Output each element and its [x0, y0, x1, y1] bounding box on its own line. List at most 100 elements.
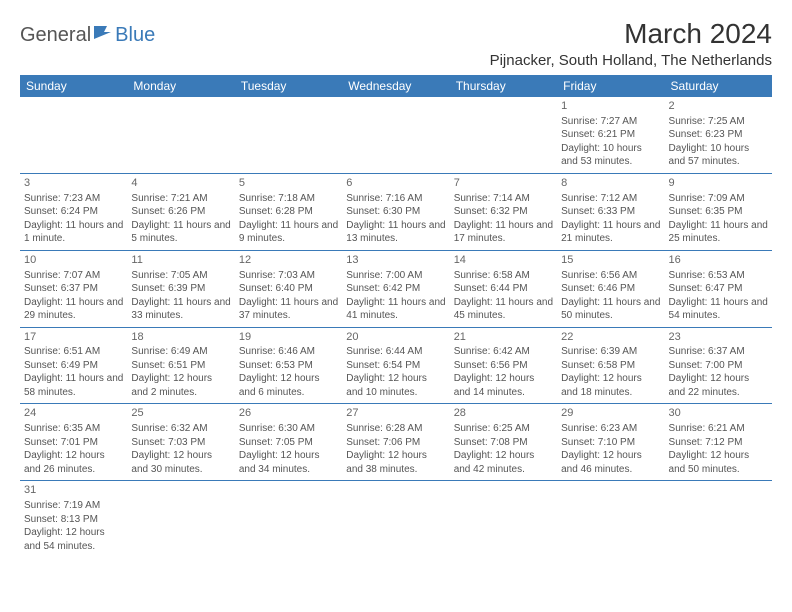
day-sunrise: Sunrise: 7:19 AM [24, 499, 123, 513]
calendar-day-cell: 21Sunrise: 6:42 AMSunset: 6:56 PMDayligh… [450, 327, 557, 404]
day-sunrise: Sunrise: 6:21 AM [669, 422, 768, 436]
day-sunset: Sunset: 6:46 PM [561, 282, 660, 296]
day-daylight: Daylight: 11 hours and 50 minutes. [561, 296, 660, 323]
calendar-day-cell: 16Sunrise: 6:53 AMSunset: 6:47 PMDayligh… [665, 250, 772, 327]
calendar-day-cell: 24Sunrise: 6:35 AMSunset: 7:01 PMDayligh… [20, 404, 127, 481]
day-daylight: Daylight: 10 hours and 53 minutes. [561, 142, 660, 169]
header: General Blue March 2024 Pijnacker, South… [20, 18, 772, 69]
day-sunrise: Sunrise: 6:39 AM [561, 345, 660, 359]
calendar-day-cell: 13Sunrise: 7:00 AMSunset: 6:42 PMDayligh… [342, 250, 449, 327]
day-number: 3 [24, 176, 123, 191]
day-number: 4 [131, 176, 230, 191]
calendar-day-cell: 3Sunrise: 7:23 AMSunset: 6:24 PMDaylight… [20, 173, 127, 250]
day-number: 5 [239, 176, 338, 191]
calendar-day-cell: 10Sunrise: 7:07 AMSunset: 6:37 PMDayligh… [20, 250, 127, 327]
calendar-day-cell: 20Sunrise: 6:44 AMSunset: 6:54 PMDayligh… [342, 327, 449, 404]
day-sunset: Sunset: 6:54 PM [346, 359, 445, 373]
day-daylight: Daylight: 12 hours and 42 minutes. [454, 449, 553, 476]
day-sunset: Sunset: 6:30 PM [346, 205, 445, 219]
calendar-week-row: 3Sunrise: 7:23 AMSunset: 6:24 PMDaylight… [20, 173, 772, 250]
day-daylight: Daylight: 12 hours and 26 minutes. [24, 449, 123, 476]
day-sunset: Sunset: 6:42 PM [346, 282, 445, 296]
weekday-header: Friday [557, 75, 664, 97]
calendar-day-cell: 18Sunrise: 6:49 AMSunset: 6:51 PMDayligh… [127, 327, 234, 404]
day-number: 6 [346, 176, 445, 191]
day-sunrise: Sunrise: 6:53 AM [669, 269, 768, 283]
day-sunset: Sunset: 6:26 PM [131, 205, 230, 219]
calendar-day-cell [127, 481, 234, 557]
calendar-day-cell: 28Sunrise: 6:25 AMSunset: 7:08 PMDayligh… [450, 404, 557, 481]
day-number: 26 [239, 406, 338, 421]
day-number: 27 [346, 406, 445, 421]
day-number: 28 [454, 406, 553, 421]
day-sunset: Sunset: 7:05 PM [239, 436, 338, 450]
day-sunrise: Sunrise: 7:16 AM [346, 192, 445, 206]
day-number: 17 [24, 330, 123, 345]
calendar-day-cell: 5Sunrise: 7:18 AMSunset: 6:28 PMDaylight… [235, 173, 342, 250]
day-daylight: Daylight: 12 hours and 22 minutes. [669, 372, 768, 399]
day-number: 13 [346, 253, 445, 268]
day-daylight: Daylight: 12 hours and 50 minutes. [669, 449, 768, 476]
calendar-day-cell: 30Sunrise: 6:21 AMSunset: 7:12 PMDayligh… [665, 404, 772, 481]
day-sunset: Sunset: 6:32 PM [454, 205, 553, 219]
day-number: 22 [561, 330, 660, 345]
day-sunrise: Sunrise: 7:18 AM [239, 192, 338, 206]
calendar-week-row: 17Sunrise: 6:51 AMSunset: 6:49 PMDayligh… [20, 327, 772, 404]
day-sunset: Sunset: 8:13 PM [24, 513, 123, 527]
day-sunset: Sunset: 6:51 PM [131, 359, 230, 373]
day-sunrise: Sunrise: 6:37 AM [669, 345, 768, 359]
day-daylight: Daylight: 12 hours and 34 minutes. [239, 449, 338, 476]
day-sunset: Sunset: 6:23 PM [669, 128, 768, 142]
calendar-day-cell: 12Sunrise: 7:03 AMSunset: 6:40 PMDayligh… [235, 250, 342, 327]
day-sunset: Sunset: 6:49 PM [24, 359, 123, 373]
calendar-day-cell: 9Sunrise: 7:09 AMSunset: 6:35 PMDaylight… [665, 173, 772, 250]
calendar-day-cell [557, 481, 664, 557]
day-sunset: Sunset: 7:08 PM [454, 436, 553, 450]
day-sunset: Sunset: 6:28 PM [239, 205, 338, 219]
location: Pijnacker, South Holland, The Netherland… [490, 52, 772, 69]
day-sunset: Sunset: 6:44 PM [454, 282, 553, 296]
calendar-week-row: 31Sunrise: 7:19 AMSunset: 8:13 PMDayligh… [20, 481, 772, 557]
weekday-header: Thursday [450, 75, 557, 97]
day-number: 9 [669, 176, 768, 191]
weekday-header: Saturday [665, 75, 772, 97]
day-number: 19 [239, 330, 338, 345]
day-daylight: Daylight: 11 hours and 45 minutes. [454, 296, 553, 323]
day-number: 1 [561, 99, 660, 114]
day-number: 14 [454, 253, 553, 268]
day-number: 2 [669, 99, 768, 114]
calendar-day-cell: 14Sunrise: 6:58 AMSunset: 6:44 PMDayligh… [450, 250, 557, 327]
day-daylight: Daylight: 11 hours and 17 minutes. [454, 219, 553, 246]
day-sunset: Sunset: 6:53 PM [239, 359, 338, 373]
day-sunrise: Sunrise: 6:23 AM [561, 422, 660, 436]
calendar-day-cell: 1Sunrise: 7:27 AMSunset: 6:21 PMDaylight… [557, 97, 664, 173]
day-number: 20 [346, 330, 445, 345]
day-sunrise: Sunrise: 6:28 AM [346, 422, 445, 436]
day-number: 29 [561, 406, 660, 421]
logo-text-general: General [20, 24, 91, 47]
day-sunrise: Sunrise: 7:09 AM [669, 192, 768, 206]
day-number: 10 [24, 253, 123, 268]
calendar-day-cell: 17Sunrise: 6:51 AMSunset: 6:49 PMDayligh… [20, 327, 127, 404]
calendar-day-cell [342, 481, 449, 557]
day-sunrise: Sunrise: 7:00 AM [346, 269, 445, 283]
day-daylight: Daylight: 12 hours and 54 minutes. [24, 526, 123, 553]
day-sunset: Sunset: 6:33 PM [561, 205, 660, 219]
day-daylight: Daylight: 11 hours and 9 minutes. [239, 219, 338, 246]
calendar-day-cell: 8Sunrise: 7:12 AMSunset: 6:33 PMDaylight… [557, 173, 664, 250]
calendar-day-cell [450, 481, 557, 557]
weekday-header: Monday [127, 75, 234, 97]
day-sunrise: Sunrise: 6:30 AM [239, 422, 338, 436]
day-number: 8 [561, 176, 660, 191]
day-number: 25 [131, 406, 230, 421]
day-sunrise: Sunrise: 7:12 AM [561, 192, 660, 206]
day-sunrise: Sunrise: 7:25 AM [669, 115, 768, 129]
day-sunrise: Sunrise: 6:42 AM [454, 345, 553, 359]
calendar-day-cell: 31Sunrise: 7:19 AMSunset: 8:13 PMDayligh… [20, 481, 127, 557]
day-sunrise: Sunrise: 7:14 AM [454, 192, 553, 206]
calendar-day-cell: 2Sunrise: 7:25 AMSunset: 6:23 PMDaylight… [665, 97, 772, 173]
day-daylight: Daylight: 11 hours and 25 minutes. [669, 219, 768, 246]
calendar-table: SundayMondayTuesdayWednesdayThursdayFrid… [20, 75, 772, 557]
day-sunset: Sunset: 7:06 PM [346, 436, 445, 450]
day-number: 18 [131, 330, 230, 345]
